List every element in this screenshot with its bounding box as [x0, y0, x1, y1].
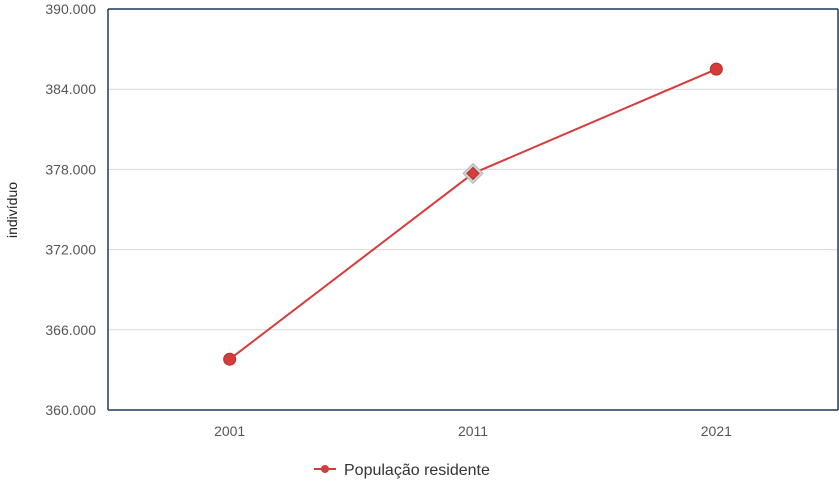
series-line [229, 68, 717, 361]
series-layer [223, 62, 723, 366]
y-axis-title: indivíduo [4, 182, 20, 238]
x-tick-label: 2011 [458, 423, 488, 439]
y-tick-label: 384.000 [45, 81, 96, 97]
data-point[interactable] [223, 352, 237, 366]
y-tick-label: 372.000 [45, 242, 96, 258]
y-tick-label: 360.000 [45, 402, 96, 418]
data-point-diamond[interactable] [466, 166, 480, 181]
x-tick-label: 2001 [214, 423, 245, 439]
legend[interactable]: População residente [314, 462, 490, 479]
x-tick-label: 2021 [701, 423, 732, 439]
axes-layer [107, 8, 839, 411]
grid-layer [108, 88, 838, 331]
legend-label: População residente [344, 462, 490, 479]
y-tick-labels: 360.000 366.000 372.000 378.000 384.000 390.0… [45, 1, 96, 418]
y-tick-label: 366.000 [45, 322, 96, 338]
y-tick-label: 378.000 [45, 161, 96, 177]
data-point[interactable] [709, 62, 723, 76]
y-tick-label: 390.000 [45, 1, 96, 17]
legend-dot-marker [321, 465, 329, 473]
x-tick-labels: 2001 2011 2021 [214, 423, 732, 439]
